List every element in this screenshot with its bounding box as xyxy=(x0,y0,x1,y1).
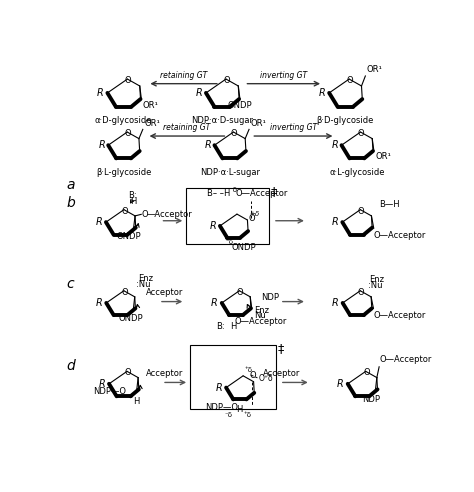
Text: R: R xyxy=(99,140,105,150)
Text: Acceptor: Acceptor xyxy=(263,369,301,378)
Text: Nu: Nu xyxy=(254,311,266,320)
Text: R: R xyxy=(332,217,338,227)
Text: ‡: ‡ xyxy=(278,341,284,355)
Text: Enz: Enz xyxy=(254,306,269,315)
Text: O: O xyxy=(346,76,353,85)
Text: inverting GT: inverting GT xyxy=(260,71,307,80)
Text: ⁻δ: ⁻δ xyxy=(230,187,238,193)
Text: +δ: +δ xyxy=(249,211,259,217)
Text: Enz: Enz xyxy=(138,274,153,283)
Text: O: O xyxy=(237,288,244,297)
Bar xyxy=(186,188,269,244)
Text: Enz: Enz xyxy=(370,275,384,284)
Text: O: O xyxy=(358,207,365,215)
Text: β·L-glycoside: β·L-glycoside xyxy=(96,168,151,178)
Text: B– –H: B– –H xyxy=(207,189,230,198)
Text: R: R xyxy=(332,140,338,150)
Text: β·D-glycoside: β·D-glycoside xyxy=(317,116,374,125)
Text: —Acceptor: —Acceptor xyxy=(146,210,192,219)
Text: H: H xyxy=(236,405,242,414)
Text: R: R xyxy=(99,379,105,389)
Text: O: O xyxy=(125,369,131,377)
Text: α·L-glycoside: α·L-glycoside xyxy=(329,168,384,178)
Text: O: O xyxy=(121,207,128,215)
Text: H: H xyxy=(130,197,137,207)
Text: ⁺δ: ⁺δ xyxy=(245,368,253,373)
Text: OR¹: OR¹ xyxy=(367,65,383,74)
Text: B:: B: xyxy=(216,322,225,331)
Text: NDP—O: NDP—O xyxy=(93,387,127,396)
Text: NDP·α·L-sugar: NDP·α·L-sugar xyxy=(200,168,260,178)
Text: R: R xyxy=(95,217,102,227)
Text: R: R xyxy=(195,88,202,98)
Text: O: O xyxy=(358,288,365,297)
Text: H: H xyxy=(133,397,139,406)
Text: O: O xyxy=(249,214,255,223)
Text: O: O xyxy=(249,370,256,379)
Text: a: a xyxy=(66,179,75,192)
Text: ONDP: ONDP xyxy=(231,243,256,252)
Text: retaining GT: retaining GT xyxy=(160,71,207,80)
Text: R: R xyxy=(210,221,216,231)
Text: O—Acceptor: O—Acceptor xyxy=(374,311,426,320)
Text: Acceptor: Acceptor xyxy=(146,369,183,378)
Text: B:: B: xyxy=(128,191,137,200)
Text: O: O xyxy=(223,76,230,85)
Text: retaining GT: retaining GT xyxy=(164,123,210,132)
Text: NDP—O: NDP—O xyxy=(205,403,238,412)
Text: OR¹: OR¹ xyxy=(375,153,391,161)
Text: O: O xyxy=(125,129,131,138)
Text: O—Acceptor: O—Acceptor xyxy=(235,189,288,198)
Text: R: R xyxy=(96,298,102,308)
Text: c: c xyxy=(66,277,74,291)
Text: R: R xyxy=(337,379,344,389)
Text: :Nu: :Nu xyxy=(368,281,383,290)
Text: ⁻δ: ⁻δ xyxy=(224,412,232,418)
Text: O: O xyxy=(125,76,131,85)
Text: O: O xyxy=(231,129,237,138)
Text: B—H: B—H xyxy=(379,200,400,209)
Text: :Nu: :Nu xyxy=(136,280,151,289)
Text: NDP·α·D-sugar: NDP·α·D-sugar xyxy=(191,116,253,125)
Text: inverting GT: inverting GT xyxy=(270,123,317,132)
Text: O—Acceptor: O—Acceptor xyxy=(379,356,431,365)
Text: NDP: NDP xyxy=(362,395,380,403)
Text: O: O xyxy=(142,210,149,219)
Text: ONDP: ONDP xyxy=(117,232,141,241)
Text: R: R xyxy=(97,88,103,98)
Text: OR¹: OR¹ xyxy=(144,119,160,128)
Text: b: b xyxy=(66,196,75,210)
Text: Acceptor: Acceptor xyxy=(146,288,183,298)
Text: O—Acceptor: O—Acceptor xyxy=(374,231,426,240)
Text: O: O xyxy=(121,288,128,297)
Text: R: R xyxy=(205,140,211,150)
Text: O: O xyxy=(363,369,370,377)
Text: α·D-glycoside: α·D-glycoside xyxy=(95,116,152,125)
Text: R: R xyxy=(319,88,325,98)
Text: H: H xyxy=(230,322,236,331)
Text: OR¹: OR¹ xyxy=(251,119,266,128)
Text: NDP: NDP xyxy=(261,293,279,302)
Text: ONDP: ONDP xyxy=(118,314,143,323)
Text: ⁺δ: ⁺δ xyxy=(244,412,252,418)
Text: R: R xyxy=(332,298,339,308)
Text: OR¹: OR¹ xyxy=(143,101,159,110)
Text: ⁻δ: ⁻δ xyxy=(226,239,234,246)
Text: d: d xyxy=(66,359,75,373)
Bar xyxy=(190,345,276,409)
Text: ‡: ‡ xyxy=(271,184,277,198)
Text: O: O xyxy=(358,129,365,138)
Text: ONDP: ONDP xyxy=(228,101,252,110)
Text: O⁺δ: O⁺δ xyxy=(259,374,273,383)
Text: O—Acceptor: O—Acceptor xyxy=(235,317,287,326)
Text: R: R xyxy=(216,383,222,393)
Text: R: R xyxy=(211,298,218,308)
